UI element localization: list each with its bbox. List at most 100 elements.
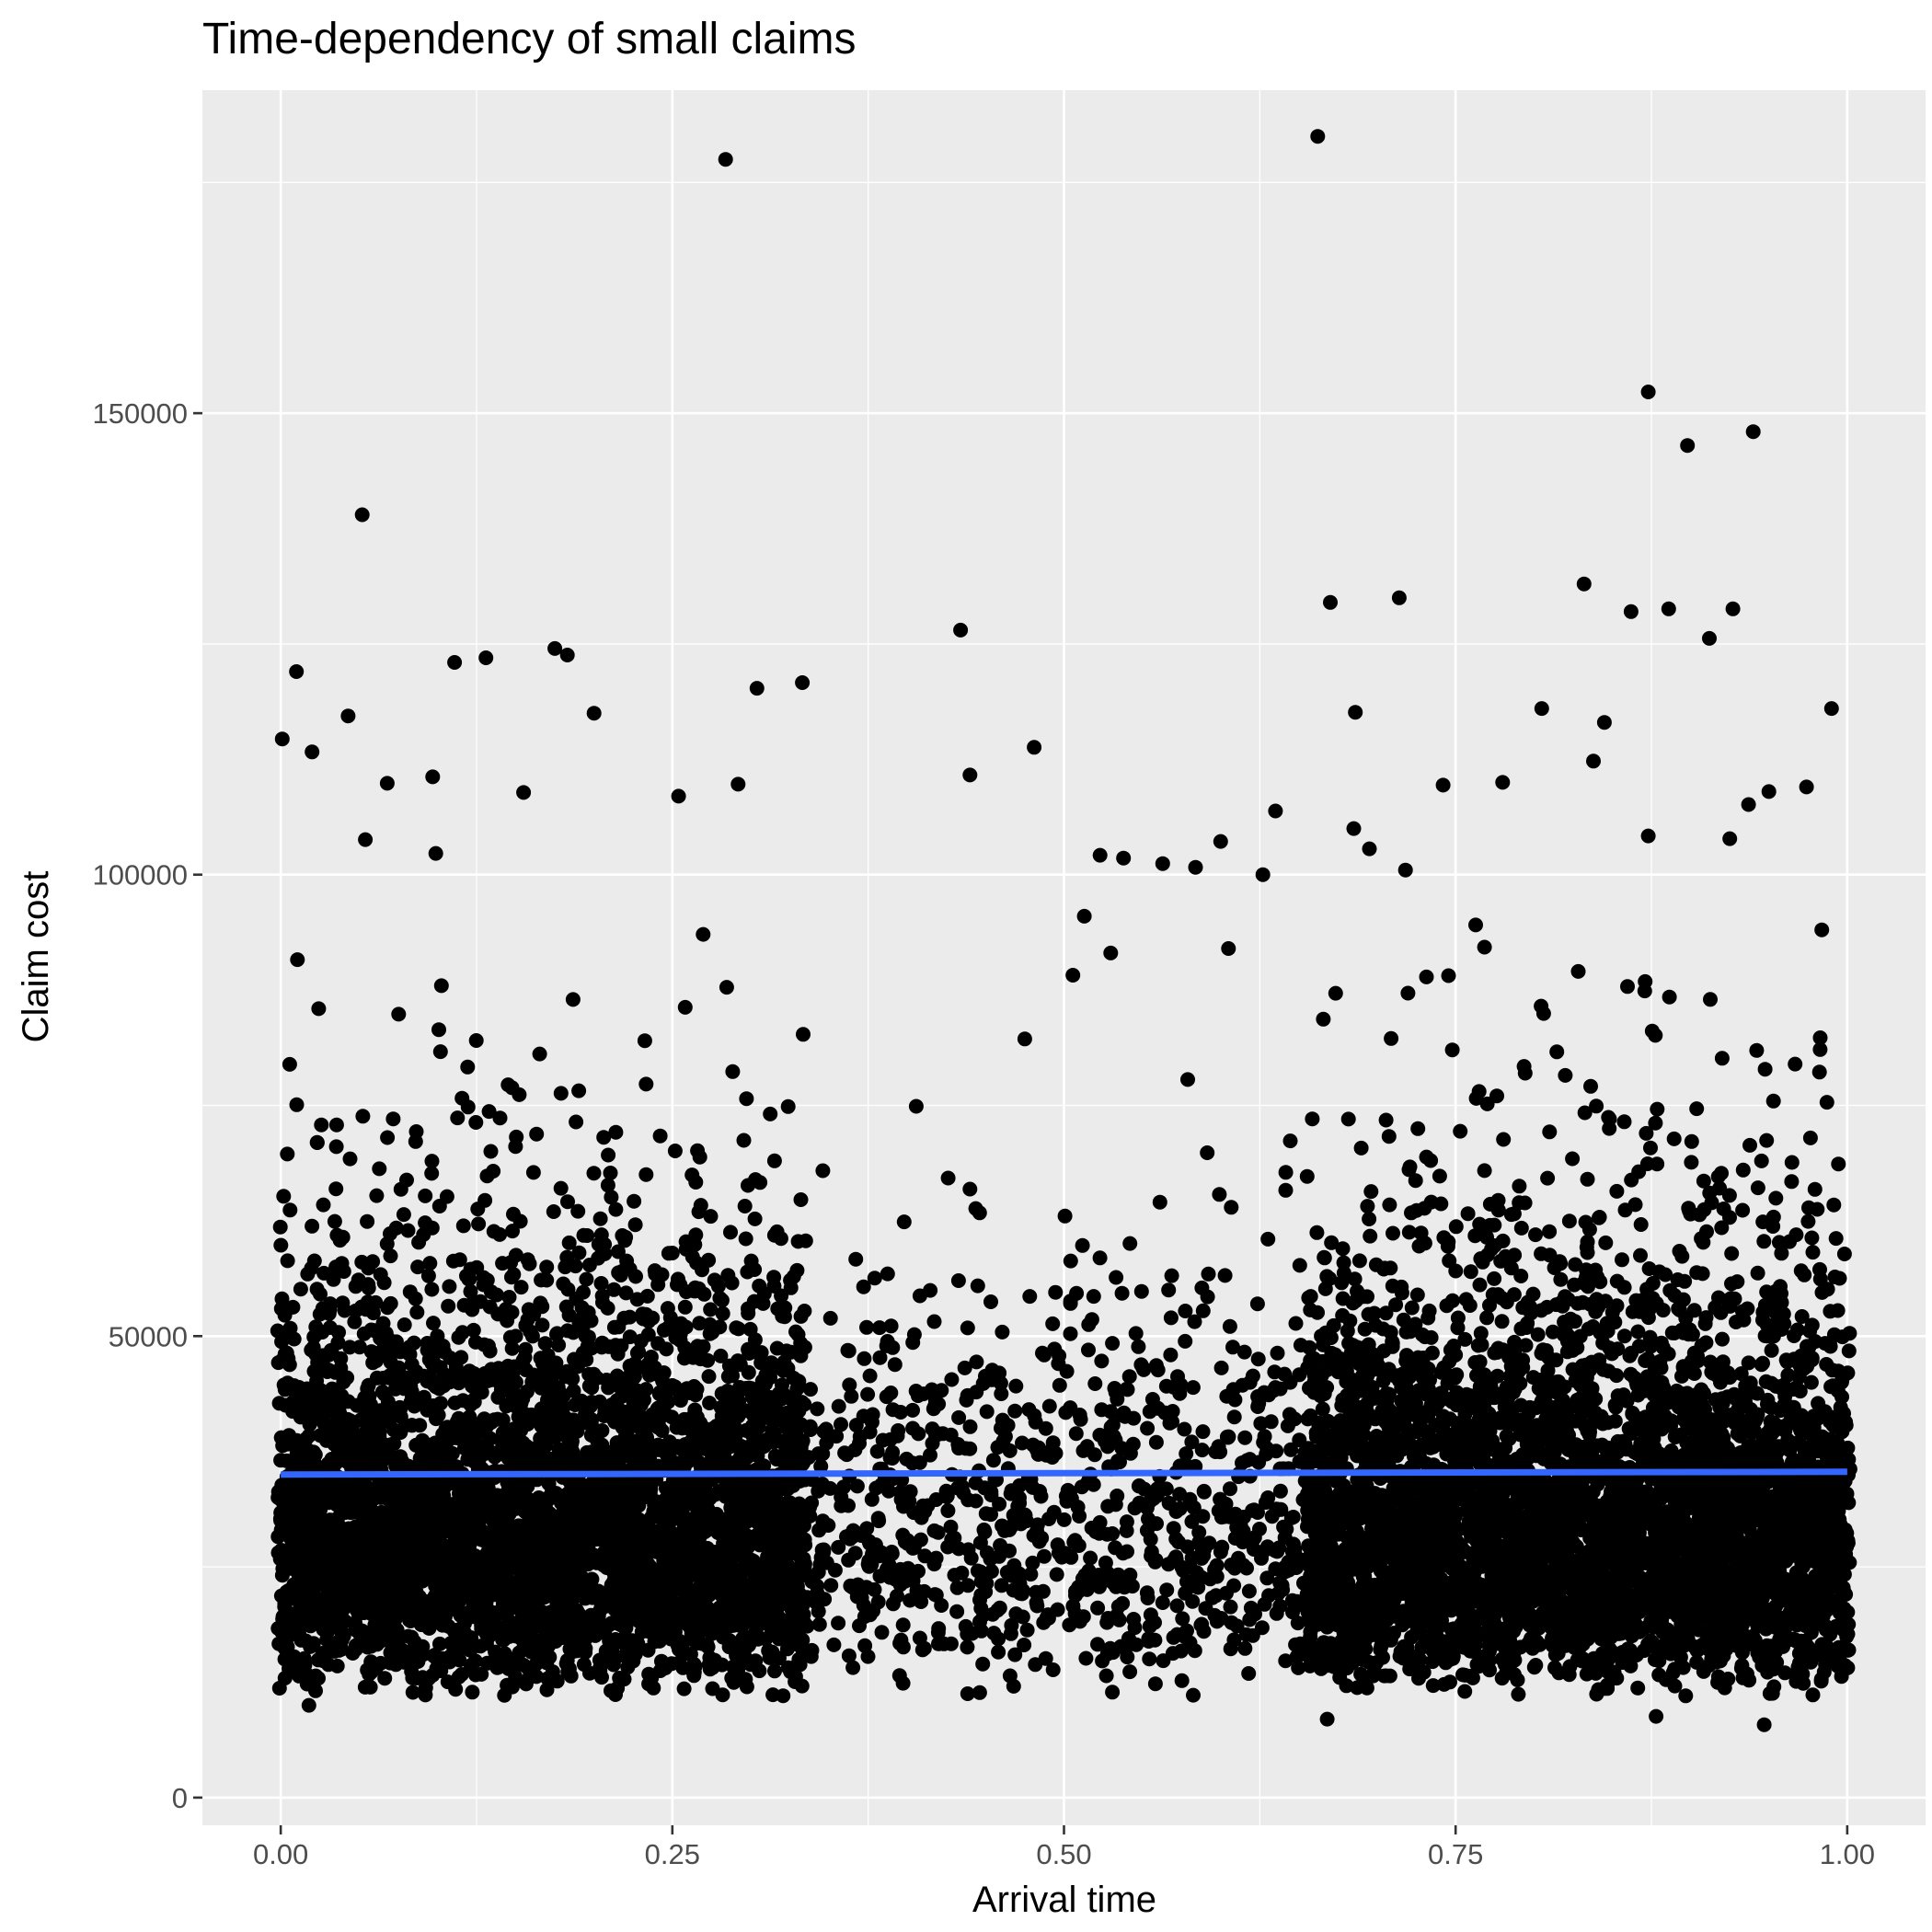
data-point (1109, 1270, 1124, 1285)
data-point (470, 1202, 486, 1217)
data-point (628, 1269, 643, 1284)
data-point (994, 1386, 1009, 1401)
data-point (683, 1619, 697, 1635)
data-point (1247, 1530, 1262, 1546)
data-point (862, 1368, 878, 1384)
data-point (780, 1660, 796, 1675)
data-point (400, 1554, 416, 1570)
data-point (627, 1217, 643, 1233)
data-point (448, 1682, 464, 1697)
data-point (1092, 1250, 1108, 1266)
data-point (742, 1346, 757, 1361)
data-point (461, 1412, 477, 1427)
data-point (407, 1335, 421, 1351)
data-point (481, 1628, 497, 1644)
data-point (1287, 1411, 1303, 1427)
data-point (1155, 1595, 1170, 1610)
data-point (1282, 1133, 1298, 1149)
data-point (423, 1543, 439, 1558)
data-point (615, 1228, 630, 1243)
data-point (1267, 1364, 1282, 1380)
data-point (362, 1679, 378, 1695)
data-point (405, 1513, 420, 1529)
data-point (609, 1435, 625, 1451)
data-point (1223, 1599, 1238, 1615)
data-point (393, 1181, 408, 1197)
data-point (812, 1557, 828, 1572)
data-point (489, 1653, 505, 1669)
data-point (594, 1335, 610, 1351)
data-point (1140, 1420, 1156, 1436)
data-point (1063, 1326, 1078, 1341)
data-point (1041, 1512, 1057, 1526)
data-point (1172, 1487, 1188, 1502)
data-point (381, 1539, 397, 1555)
data-point (703, 1302, 719, 1317)
data-point (535, 1317, 550, 1333)
data-point (337, 1303, 352, 1318)
data-point (797, 1304, 812, 1318)
data-point (841, 1343, 857, 1359)
data-point (926, 1557, 942, 1572)
data-point (571, 1083, 587, 1098)
data-point (912, 1288, 927, 1304)
data-point (497, 1374, 512, 1389)
data-point (781, 1455, 797, 1470)
data-point (638, 1167, 654, 1182)
data-point (561, 1605, 576, 1621)
data-point (1241, 1666, 1257, 1681)
data-point (442, 1279, 457, 1294)
data-point (432, 1044, 448, 1060)
data-point (591, 1616, 606, 1631)
data-point (995, 1324, 1010, 1340)
data-point (454, 1667, 469, 1682)
data-point (896, 1214, 912, 1230)
data-point (615, 1263, 630, 1279)
data-point (328, 1181, 344, 1197)
data-point (802, 1419, 818, 1434)
data-point (569, 1114, 584, 1130)
data-point (1098, 1668, 1114, 1684)
data-point (524, 1328, 540, 1344)
data-point (579, 1271, 594, 1287)
data-point (707, 1653, 722, 1668)
data-point (506, 1206, 521, 1222)
data-point (293, 1495, 309, 1511)
data-point (788, 1498, 803, 1513)
data-point (652, 1524, 667, 1540)
data-point (763, 1400, 778, 1416)
data-point (280, 1556, 295, 1571)
data-point (1002, 1668, 1018, 1684)
data-point (359, 1423, 374, 1439)
data-point (603, 1452, 618, 1467)
data-point (739, 1679, 754, 1695)
chart-title: Time-dependency of small claims (202, 15, 856, 63)
data-point (736, 1133, 752, 1148)
data-point (880, 1266, 895, 1282)
data-point (455, 1512, 471, 1528)
data-point (629, 1345, 645, 1361)
data-point (605, 1657, 621, 1673)
data-point (956, 1485, 972, 1501)
data-point (592, 1211, 608, 1226)
data-point (280, 1146, 295, 1162)
data-point (580, 1339, 595, 1354)
data-point (399, 1482, 415, 1498)
data-point (1223, 1641, 1238, 1657)
data-point (702, 1317, 718, 1332)
data-point (297, 1515, 313, 1531)
data-point (394, 1572, 409, 1588)
data-point (1223, 1481, 1237, 1497)
data-point (1062, 1617, 1077, 1633)
data-point (584, 1380, 600, 1396)
data-point (960, 1320, 975, 1336)
data-point (765, 1431, 781, 1446)
data-point (311, 1001, 327, 1017)
data-point (895, 1617, 911, 1633)
data-point (723, 1225, 738, 1240)
data-point (1132, 1495, 1147, 1511)
data-point (808, 1594, 823, 1610)
data-point (538, 1369, 554, 1385)
data-point (1237, 1640, 1253, 1656)
data-point (816, 1545, 832, 1560)
